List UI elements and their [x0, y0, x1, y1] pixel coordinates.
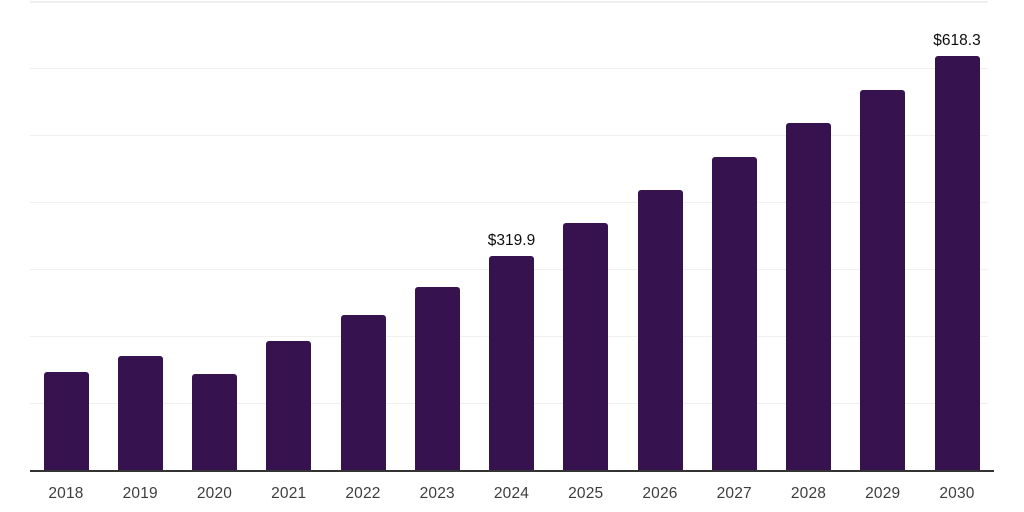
bar-2022	[340, 314, 386, 470]
x-tick-2018: 2018	[48, 485, 84, 502]
x-tick-2027: 2027	[716, 485, 752, 502]
bar-2026	[637, 190, 683, 470]
bar-2027	[711, 156, 757, 470]
bar-2023	[414, 287, 460, 470]
x-tick-2021: 2021	[271, 485, 307, 502]
bar-2018	[43, 372, 89, 470]
x-tick-2020: 2020	[196, 485, 233, 502]
gridline-400	[30, 202, 988, 203]
x-tick-2022: 2022	[345, 485, 381, 502]
gridline-600	[30, 68, 988, 69]
gridline-500	[30, 135, 988, 136]
bar-2024	[489, 255, 534, 470]
x-tick-2025: 2025	[568, 485, 604, 502]
bar-2028	[786, 123, 831, 470]
value-label-2024: $319.9	[487, 231, 536, 249]
x-tick-2030: 2030	[939, 485, 975, 502]
bar-2030	[934, 55, 980, 470]
x-tick-2024: 2024	[493, 485, 530, 502]
gridline-700	[30, 1, 988, 3]
x-tick-2023: 2023	[419, 485, 455, 502]
x-tick-2028: 2028	[790, 485, 827, 502]
value-label-2030: $618.3	[933, 31, 981, 49]
x-tick-2019: 2019	[122, 485, 158, 502]
x-tick-2026: 2026	[642, 485, 678, 502]
bar-2020	[192, 373, 237, 470]
x-tick-2029: 2029	[865, 485, 901, 502]
bar-2019	[117, 356, 163, 470]
bar-2021	[266, 341, 312, 470]
bar-2025	[563, 223, 609, 470]
x-axis-line	[30, 470, 994, 472]
bar-2029	[860, 89, 906, 470]
